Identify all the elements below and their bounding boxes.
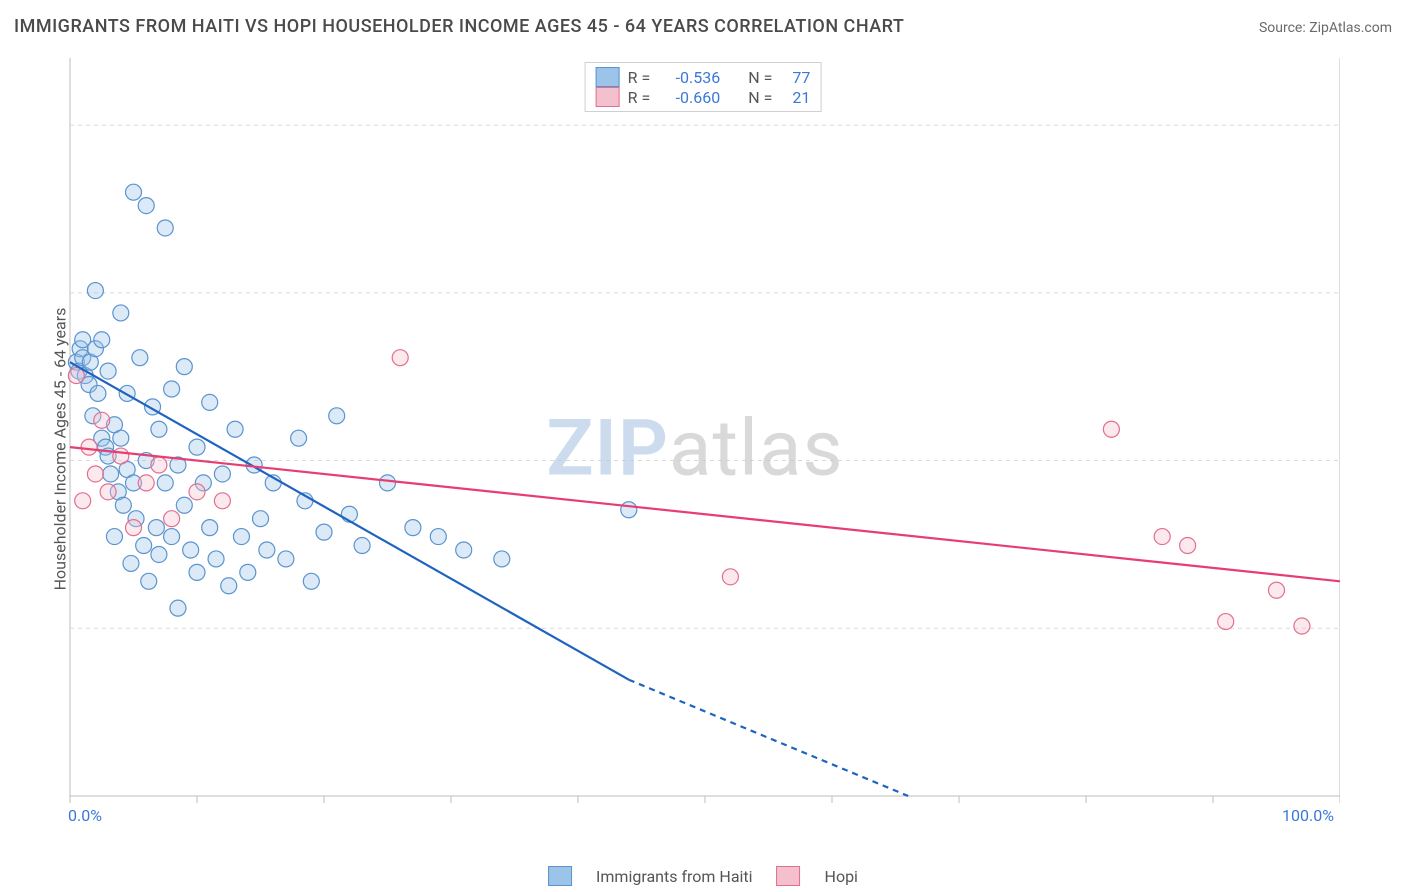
legend-n-label: N = [748,68,772,87]
legend-n-value: 21 [780,88,810,107]
scatter-chart: $37,500$75,000$112,500$150,000 [50,58,1340,840]
x-axis-min-label: 0.0% [68,806,102,825]
legend-n-label: N = [748,88,772,107]
chart-container: Householder Income Ages 45 - 64 years $3… [50,58,1340,840]
legend-series: Immigrants from Haiti Hopi [548,866,858,886]
legend-swatch-hopi [596,87,620,107]
page-title: IMMIGRANTS FROM HAITI VS HOPI HOUSEHOLDE… [14,16,904,37]
x-axis-max-label: 100.0% [1282,806,1334,825]
legend-label-hopi: Hopi [825,867,858,886]
legend-swatch-hopi [777,866,801,886]
legend-row: R = -0.660 N = 21 [596,87,811,107]
legend-r-label: R = [628,68,651,87]
legend-label-haiti: Immigrants from Haiti [596,867,752,886]
legend-swatch-haiti [596,67,620,87]
legend-swatch-haiti [548,866,572,886]
legend-row: R = -0.536 N = 77 [596,67,811,87]
source-label: Source: ZipAtlas.com [1259,20,1392,36]
legend-r-value: -0.660 [658,88,720,107]
legend-r-value: -0.536 [658,68,720,87]
legend-stats: R = -0.536 N = 77 R = -0.660 N = 21 [585,62,822,112]
legend-r-label: R = [628,88,651,107]
y-axis-label: Householder Income Ages 45 - 64 years [51,308,70,591]
legend-n-value: 77 [780,68,810,87]
